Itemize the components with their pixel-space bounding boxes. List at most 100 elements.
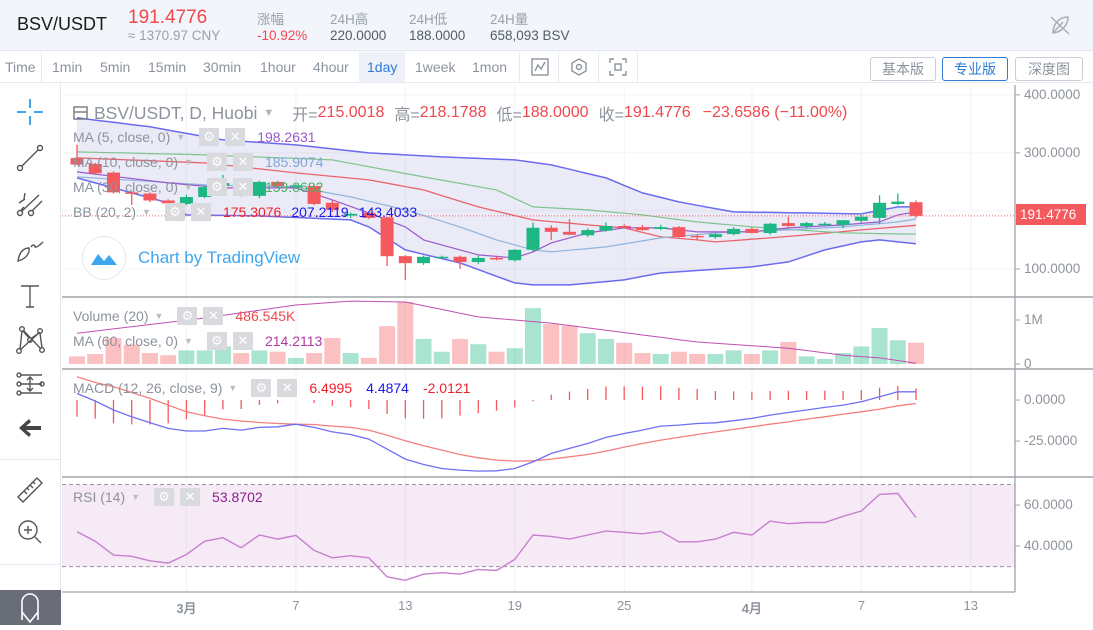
measure-icon[interactable] [14, 368, 46, 400]
chevron-down-icon[interactable]: ▼ [176, 132, 186, 142]
interval-toolbar: Time 1min 5min 15min 30min 1hour 4hour 1… [0, 52, 1093, 83]
ruler-icon[interactable] [14, 474, 46, 506]
gear-icon[interactable]: ⚙ [206, 153, 227, 171]
crosshair-icon[interactable] [14, 96, 46, 128]
gear-icon[interactable]: ⚙ [177, 307, 198, 325]
close-icon[interactable]: ✕ [232, 178, 253, 196]
volume-bar [324, 338, 341, 365]
interval-1hour[interactable]: 1hour [260, 59, 296, 75]
interval-4hour[interactable]: 4hour [313, 59, 349, 75]
settings-button[interactable] [558, 52, 598, 82]
back-arrow-icon[interactable] [14, 412, 46, 444]
ma10-legend: MA (10, close, 0) ▼ ⚙ ✕ 185.9074 [73, 153, 323, 171]
collapse-toolbar-button[interactable] [0, 590, 61, 625]
volume-bar [816, 358, 833, 365]
gear-icon[interactable]: ⚙ [251, 379, 272, 397]
chevron-down-icon[interactable]: ▼ [184, 336, 193, 346]
volume-bar [87, 354, 104, 365]
volume-bar [105, 338, 122, 365]
chevron-down-icon[interactable]: ▼ [228, 383, 238, 393]
pattern-icon[interactable] [14, 324, 46, 356]
close-label: 收= [598, 107, 624, 124]
chevron-down-icon[interactable]: ▼ [184, 157, 193, 167]
volume-bar [488, 351, 505, 365]
close-icon[interactable]: ✕ [277, 379, 298, 397]
collapse-legend-icon[interactable] [72, 105, 90, 121]
chevron-down-icon[interactable]: ▼ [184, 182, 193, 192]
close-icon[interactable]: ✕ [190, 203, 211, 221]
candle-body [526, 227, 540, 250]
pair-name: BSV/USDT [17, 14, 108, 34]
volume-bar [652, 353, 669, 365]
trend-line-icon[interactable] [14, 142, 46, 174]
view-depth-button[interactable]: 深度图 [1015, 57, 1083, 81]
brush-icon[interactable] [14, 234, 46, 266]
tradingview-watermark[interactable]: Chart by TradingView [82, 236, 300, 280]
time-tick: 25 [616, 598, 632, 613]
close-icon[interactable]: ✕ [225, 128, 246, 146]
macd-hist-value: -2.0121 [422, 380, 471, 396]
bb-upper-value: 207.2119 [291, 204, 349, 220]
ma5-legend: MA (5, close, 0) ▼ ⚙ ✕ 198.2631 [73, 128, 316, 146]
interval-1day[interactable]: 1day [359, 52, 406, 82]
close-icon[interactable]: ✕ [232, 153, 253, 171]
volume-bar [69, 356, 85, 365]
fullscreen-icon [609, 58, 627, 76]
magnet-down-icon [21, 593, 39, 624]
volume-bar [634, 353, 651, 365]
close-icon[interactable]: ✕ [180, 488, 201, 506]
interval-1min[interactable]: 1min [52, 59, 83, 75]
candle-body [690, 235, 704, 238]
ma60-label: MA (60, close, 0) [73, 333, 179, 349]
candle-body [271, 181, 285, 186]
interval-1mon[interactable]: 1mon [472, 59, 508, 75]
volume-bar [506, 348, 523, 365]
chevron-down-icon[interactable]: ▼ [131, 492, 141, 502]
zoom-in-icon[interactable] [14, 516, 46, 548]
volume-bar [525, 308, 541, 365]
volume-tick: 0 [1024, 356, 1032, 371]
gear-icon[interactable]: ⚙ [199, 128, 220, 146]
close-icon[interactable]: ✕ [203, 307, 224, 325]
volume-bar [835, 353, 852, 365]
gear-icon[interactable]: ⚙ [206, 332, 227, 350]
interval-15min[interactable]: 15min [148, 59, 187, 75]
open-label: 开= [292, 107, 318, 124]
chevron-down-icon[interactable]: ▼ [142, 207, 151, 217]
gear-icon[interactable]: ⚙ [164, 203, 185, 221]
candle-body [763, 223, 777, 233]
candle-body [453, 256, 467, 262]
bb-band-fill [77, 117, 916, 285]
interval-5min[interactable]: 5min [100, 59, 131, 75]
ma30-value: 159.8682 [264, 179, 324, 195]
gear-icon[interactable]: ⚙ [154, 488, 175, 506]
volume-bar [725, 350, 742, 365]
brush-leaf-icon[interactable] [1048, 13, 1072, 42]
candle-body [88, 163, 102, 174]
time-tick: 4月 [741, 601, 762, 616]
ma30-legend: MA (30, close, 0) ▼ ⚙ ✕ 159.8682 [73, 178, 323, 196]
chevron-down-icon[interactable]: ▼ [154, 311, 164, 321]
pitchfork-icon[interactable] [14, 188, 46, 220]
bb-basis-value: 175.3076 [222, 204, 282, 220]
bb-lower-line [76, 177, 917, 286]
chart-type-button[interactable] [519, 52, 559, 82]
candle-body [909, 202, 923, 216]
view-basic-button[interactable]: 基本版 [870, 57, 936, 81]
text-tool-icon[interactable] [14, 280, 46, 312]
candle-body [344, 213, 358, 216]
price-tick: 400.0000 [1024, 87, 1081, 102]
chevron-down-icon[interactable]: ▼ [263, 107, 275, 119]
cny-price: ≈ 1370.97 CNY [128, 28, 221, 43]
gear-icon[interactable]: ⚙ [206, 178, 227, 196]
interval-time[interactable]: Time [0, 52, 42, 82]
close-icon[interactable]: ✕ [232, 332, 253, 350]
volume-value: 486.545K [235, 308, 296, 324]
interval-30min[interactable]: 30min [203, 59, 242, 75]
view-pro-button[interactable]: 专业版 [942, 57, 1008, 81]
fullscreen-button[interactable] [598, 52, 638, 82]
interval-1week[interactable]: 1week [415, 59, 456, 75]
drawing-toolbar [0, 84, 61, 625]
macd-tick: 0.0000 [1024, 392, 1066, 407]
